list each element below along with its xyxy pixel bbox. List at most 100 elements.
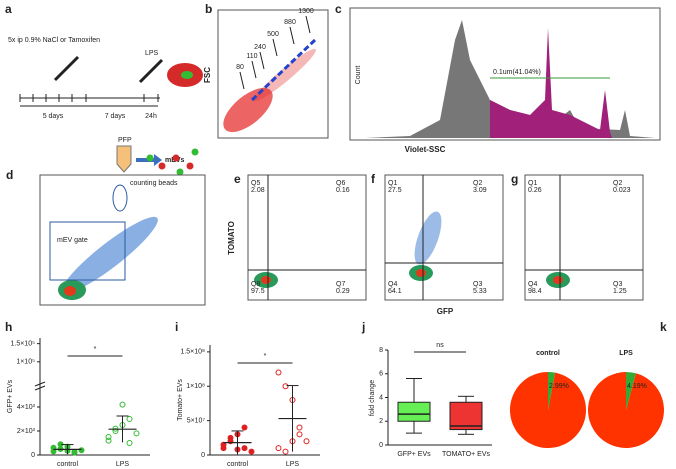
panel-letter: j [361, 320, 365, 334]
vesicle [186, 162, 194, 170]
axis-label: FSC [203, 67, 212, 83]
pie-title: control [536, 350, 560, 357]
point [296, 424, 303, 431]
bead-size: 1300 [298, 8, 314, 15]
significance: * [264, 353, 267, 360]
bead-size: 110 [246, 53, 257, 60]
point [112, 428, 119, 434]
quadrant-label: Q1 [528, 180, 537, 187]
data-label: 4.19% [627, 383, 647, 390]
point [119, 401, 126, 408]
point [282, 383, 289, 390]
quadrant-value: 97.5 [251, 288, 265, 295]
quadrant-value: 98.4 [528, 288, 542, 295]
box [449, 401, 483, 431]
y-tick-label: 8 [379, 347, 383, 354]
axis-label: GFP+ EVs [7, 379, 14, 413]
point [71, 449, 78, 455]
plot-frame [217, 9, 329, 139]
axis-label: Violet-SSC [405, 145, 446, 154]
density [414, 211, 442, 265]
event-cloud [254, 48, 316, 102]
gate-label: counting beads [130, 180, 178, 187]
event-cloud [223, 87, 273, 133]
x-tick-label: TOMATO+ EVs [442, 451, 491, 458]
x-tick-label: LPS [116, 461, 130, 468]
x-tick-label: control [227, 461, 248, 468]
panel-letter: g [511, 172, 518, 186]
bead-size: 240 [254, 44, 266, 51]
plot-frame [384, 174, 504, 301]
point [282, 448, 289, 455]
axis-label: GFP [437, 307, 454, 316]
bead-size: 880 [284, 19, 296, 26]
tube [116, 145, 132, 173]
label: 5 days [43, 113, 64, 120]
x-tick-label: control [57, 461, 78, 468]
bead-line [250, 38, 317, 102]
significance: * [94, 346, 97, 353]
quadrant-value: 27.5 [388, 187, 402, 194]
density [261, 276, 271, 284]
syringe [53, 55, 80, 82]
label: 7 days [105, 113, 126, 120]
gate-label: mEV gate [57, 237, 88, 244]
mouse-spot [181, 71, 193, 79]
quadrant-label: Q4 [388, 281, 397, 288]
quadrant-value: 3.09 [473, 187, 487, 194]
label: 24h [145, 113, 157, 120]
quadrant-label: Q1 [388, 180, 397, 187]
label: 5x ip 0.9% NaCl or Tamoxifen [8, 37, 100, 44]
quadrant-value: 2.08 [251, 187, 265, 194]
point [241, 445, 248, 452]
axis-label: fold change [369, 380, 376, 416]
gate [112, 184, 128, 212]
bead-arrow [259, 51, 265, 70]
quadrant-label: Q3 [613, 281, 622, 288]
y-tick-label: 4×10³ [17, 404, 36, 411]
quadrant-value: 1.25 [613, 288, 627, 295]
point [275, 369, 282, 376]
panel-letter: b [205, 2, 212, 16]
panel-letter: c [335, 2, 342, 16]
x-tick-label: GFP+ EVs [397, 451, 431, 458]
quadrant-value: 0.29 [336, 288, 350, 295]
y-tick-label: 0 [379, 442, 383, 449]
quadrant-value: 0.26 [528, 187, 542, 194]
quadrant-value: 64.1 [388, 288, 402, 295]
y-tick-label: 1.5×10⁵ [10, 340, 35, 347]
quadrant-label: Q5 [251, 180, 260, 187]
quadrant-value: 0.023 [613, 187, 631, 194]
vesicle [158, 162, 166, 170]
vesicle [176, 168, 184, 176]
quadrant-label: Q8 [251, 281, 260, 288]
syringe [138, 58, 164, 84]
density [416, 269, 426, 277]
panel-letter: a [5, 2, 12, 16]
y-tick-label: 0 [201, 452, 205, 459]
vesicle [191, 148, 199, 156]
bead-size: 80 [236, 64, 244, 71]
y-tick-label: 1×10⁸ [186, 383, 205, 390]
x-tick-label: LPS [286, 461, 300, 468]
quadrant-value: 5.33 [473, 288, 487, 295]
point [227, 434, 234, 441]
point [78, 447, 85, 454]
panel-letter: h [5, 320, 12, 334]
point [248, 448, 255, 455]
y-tick-label: 1.5×10⁸ [180, 349, 205, 356]
panel-letter: f [371, 172, 376, 186]
plot-frame [39, 174, 206, 306]
y-tick-label: 0 [31, 452, 35, 459]
y-tick-label: 6 [379, 371, 383, 378]
significance: ns [436, 342, 444, 349]
quadrant-label: Q7 [336, 281, 345, 288]
pie-slice [548, 372, 556, 410]
point [126, 416, 133, 422]
label: PFP [118, 137, 132, 144]
pie-title: LPS [619, 350, 633, 357]
density [62, 216, 158, 294]
plot-frame [247, 174, 367, 301]
density [553, 276, 563, 284]
